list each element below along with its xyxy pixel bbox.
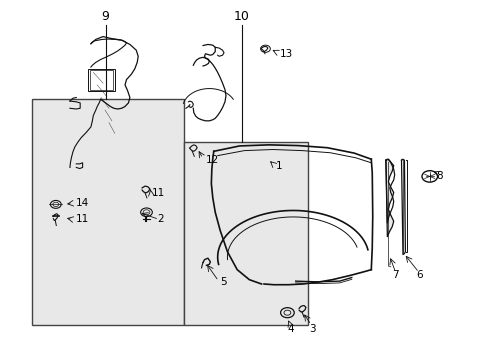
Text: 10: 10 bbox=[234, 10, 249, 23]
Text: 14: 14 bbox=[76, 198, 89, 208]
Text: 11: 11 bbox=[152, 188, 165, 198]
Bar bbox=[183, 142, 307, 325]
Text: 2: 2 bbox=[157, 215, 163, 224]
Text: 4: 4 bbox=[287, 324, 294, 334]
Text: 11: 11 bbox=[76, 215, 89, 224]
Text: 13: 13 bbox=[280, 49, 293, 59]
Polygon shape bbox=[385, 159, 393, 237]
Text: 8: 8 bbox=[435, 171, 442, 181]
Text: 3: 3 bbox=[309, 324, 315, 334]
Bar bbox=[90, 70, 113, 90]
Text: 1: 1 bbox=[276, 161, 282, 171]
Text: 6: 6 bbox=[416, 270, 423, 280]
Text: 9: 9 bbox=[102, 10, 109, 23]
Bar bbox=[88, 69, 115, 91]
Bar bbox=[32, 99, 183, 325]
Text: 12: 12 bbox=[205, 155, 218, 165]
Text: 5: 5 bbox=[220, 277, 226, 287]
Text: 7: 7 bbox=[391, 270, 398, 280]
